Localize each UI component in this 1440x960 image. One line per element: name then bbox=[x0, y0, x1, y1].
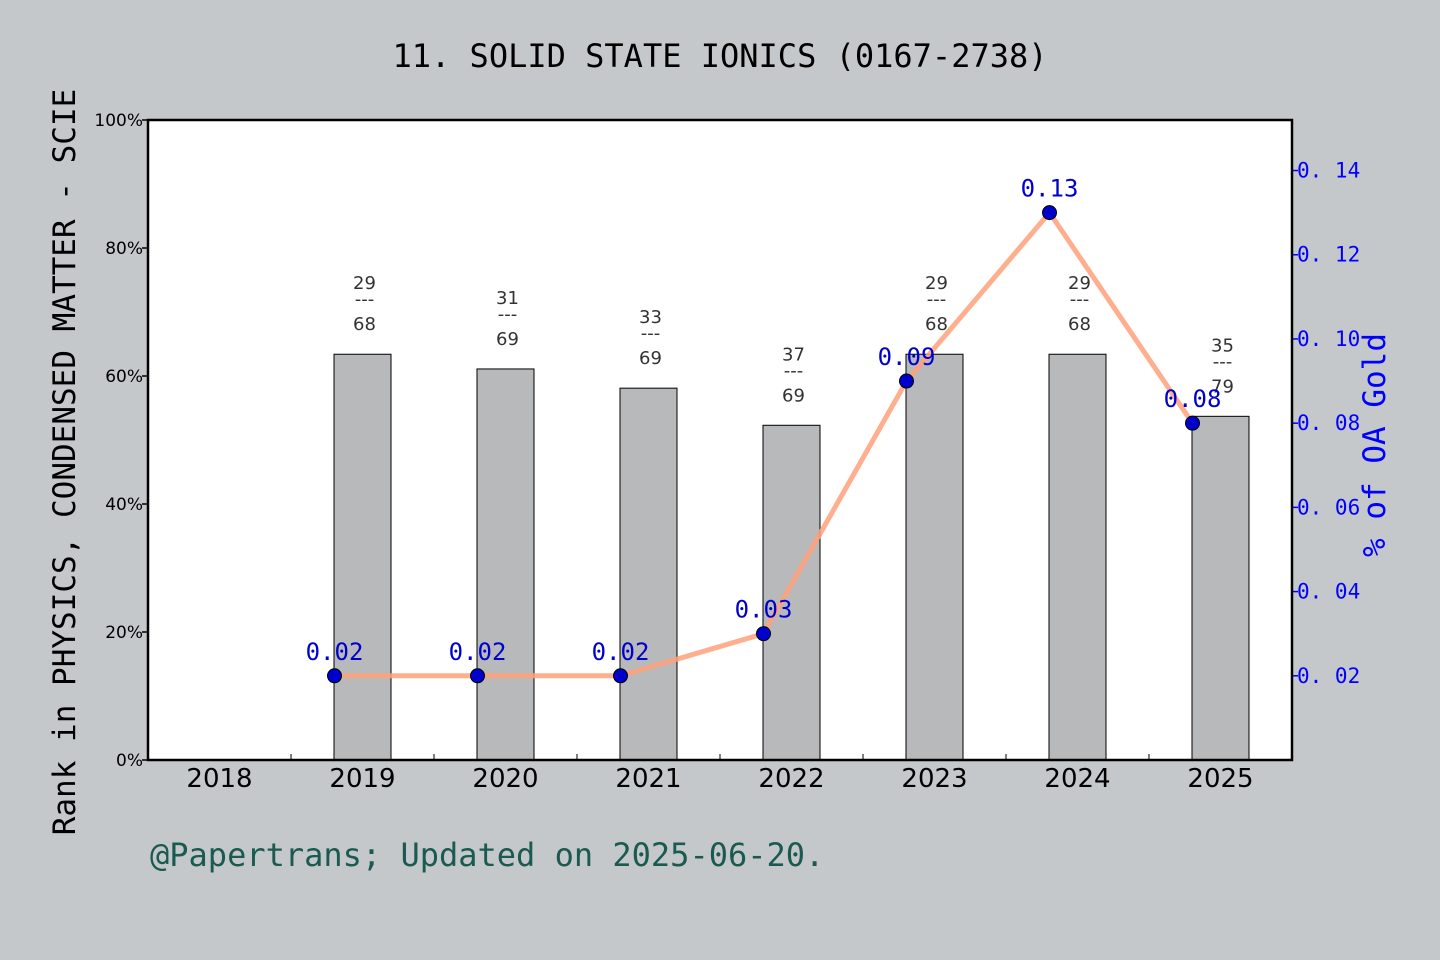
oa-point-2019 bbox=[327, 668, 342, 684]
rank-label-divider: --- bbox=[641, 323, 661, 344]
bar-2025 bbox=[1191, 415, 1250, 761]
oa-point-2021 bbox=[613, 668, 628, 684]
rank-label-divider: --- bbox=[355, 289, 375, 310]
bar-2021 bbox=[619, 387, 678, 761]
oa-point-2025 bbox=[1185, 415, 1200, 431]
oa-line: 0.02 0.02 0.02 0.03 0.09 0.13 0.08 bbox=[306, 175, 1222, 684]
y-tick-label: 40% bbox=[105, 495, 143, 515]
chart-title: 11. SOLID STATE IONICS (0167-2738) bbox=[392, 37, 1047, 75]
oa-point-2022 bbox=[756, 626, 771, 642]
y2-tick-label: 0. 06 bbox=[1297, 495, 1360, 519]
rank-label-denominator: 68 bbox=[925, 314, 948, 335]
axes: 0% 20% 40% 60% 80% 100% 0. 02 0. 04 0. 06 0. 08 0.… bbox=[94, 111, 1360, 794]
y-tick-label: 80% bbox=[105, 239, 143, 259]
x-tick-label: 2024 bbox=[1044, 764, 1110, 794]
y2-tick-label: 0. 10 bbox=[1297, 327, 1360, 351]
oa-point-label: 0.09 bbox=[878, 343, 936, 371]
rank-label-divider: --- bbox=[1070, 289, 1090, 310]
rank-label-divider: --- bbox=[784, 360, 804, 381]
rank-label-denominator: 69 bbox=[782, 385, 805, 406]
oa-point-label: 0.02 bbox=[449, 638, 507, 666]
footer-note: @Papertrans; Updated on 2025-06-20. bbox=[150, 836, 824, 874]
y2-tick-label: 0. 12 bbox=[1297, 243, 1360, 267]
rank-label-numerator: 29 bbox=[925, 273, 948, 294]
oa-point-label: 0.02 bbox=[592, 638, 650, 666]
rank-label-numerator: 29 bbox=[1068, 273, 1091, 294]
y2-tick-label: 0. 08 bbox=[1297, 411, 1360, 435]
bar-2019 bbox=[333, 353, 392, 761]
y-axis-label: Rank in PHYSICS, CONDENSED MATTER - SCIE bbox=[47, 89, 83, 836]
x-tick-label: 2022 bbox=[758, 764, 824, 794]
bar-2023 bbox=[905, 353, 964, 761]
rank-label-numerator: 37 bbox=[782, 344, 805, 365]
rank-label-denominator: 79 bbox=[1211, 376, 1234, 397]
bar-2020 bbox=[476, 368, 535, 761]
rank-label-divider: --- bbox=[498, 304, 518, 325]
y2-tick-label: 0. 14 bbox=[1297, 159, 1360, 183]
y-tick-label: 20% bbox=[105, 623, 143, 643]
y-tick-label: 100% bbox=[94, 111, 143, 131]
rank-label-divider: --- bbox=[1213, 351, 1233, 372]
rank-label-numerator: 29 bbox=[353, 273, 376, 294]
rank-label-denominator: 69 bbox=[496, 329, 519, 350]
y2-tick-label: 0. 04 bbox=[1297, 580, 1360, 604]
oa-point-label: 0.13 bbox=[1021, 175, 1079, 203]
bars bbox=[333, 353, 1250, 761]
rank-label-denominator: 68 bbox=[353, 314, 376, 335]
y2-tick-label: 0. 02 bbox=[1297, 664, 1360, 688]
oa-point-2020 bbox=[470, 668, 485, 684]
y-tick-label: 60% bbox=[105, 367, 143, 387]
bar-2022 bbox=[762, 424, 821, 761]
x-tick-label: 2020 bbox=[472, 764, 538, 794]
rank-label-numerator: 31 bbox=[496, 288, 519, 309]
x-tick-label: 2025 bbox=[1187, 764, 1253, 794]
rank-label-numerator: 33 bbox=[639, 307, 662, 328]
rank-label-denominator: 69 bbox=[639, 348, 662, 369]
rank-label-numerator: 35 bbox=[1211, 335, 1234, 356]
x-tick-label: 2021 bbox=[615, 764, 681, 794]
rank-label-denominator: 68 bbox=[1068, 314, 1091, 335]
oa-point-label: 0.03 bbox=[735, 596, 793, 624]
oa-point-2023 bbox=[899, 373, 914, 389]
oa-point-2024 bbox=[1042, 205, 1057, 221]
rank-label-divider: --- bbox=[927, 289, 947, 310]
x-tick-label: 2018 bbox=[186, 764, 252, 794]
x-tick-label: 2023 bbox=[901, 764, 967, 794]
oa-point-label: 0.08 bbox=[1164, 385, 1222, 413]
y-tick-label: 0% bbox=[116, 751, 143, 771]
y2-axis-label: % of OA Gold bbox=[1357, 333, 1393, 557]
oa-point-label: 0.02 bbox=[306, 638, 364, 666]
x-tick-label: 2019 bbox=[329, 764, 395, 794]
plot-frame bbox=[146, 118, 1294, 762]
bar-2024 bbox=[1048, 353, 1107, 761]
